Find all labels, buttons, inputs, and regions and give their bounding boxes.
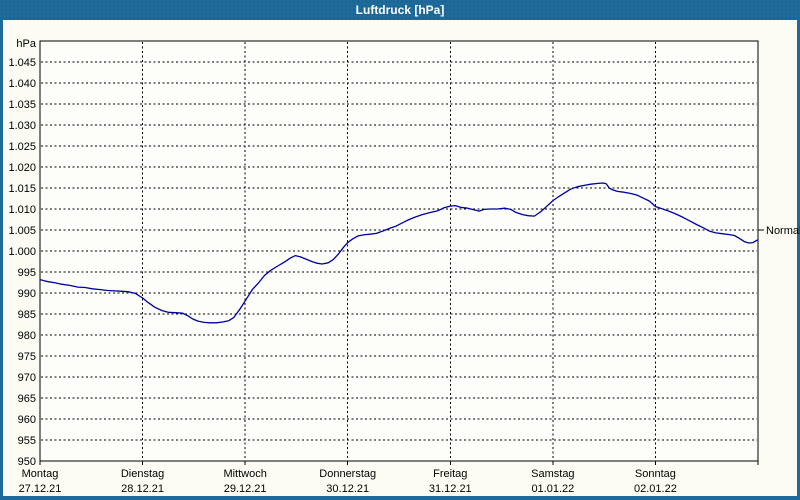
window-title: Luftdruck [hPa] (355, 3, 445, 17)
y-tick-label-1025: 1.025 (8, 141, 36, 153)
x-day-label-2: Dienstag (121, 468, 164, 480)
y-tick-label-975: 975 (18, 351, 36, 363)
x-day-label-7: Sonntag (635, 468, 676, 480)
window-titlebar[interactable]: Luftdruck [hPa] (0, 0, 800, 20)
y-tick-label-985: 985 (18, 309, 36, 321)
y-tick-label-970: 970 (18, 372, 36, 384)
x-date-label-7: 02.01.22 (634, 483, 677, 495)
y-tick-label-1040: 1.040 (8, 78, 36, 90)
y-tick-label-950: 950 (18, 456, 36, 468)
y-tick-label-990: 990 (18, 288, 36, 300)
x-day-label-1: Montag (22, 468, 59, 480)
y-tick-label-1010: 1.010 (8, 204, 36, 216)
y-tick-label-960: 960 (18, 414, 36, 426)
x-date-label-4: 30.12.21 (326, 483, 369, 495)
x-date-label-1: 27.12.21 (19, 483, 62, 495)
y-axis-unit-label: hPa (16, 38, 36, 50)
x-date-label-5: 31.12.21 (429, 483, 472, 495)
x-day-label-4: Donnerstag (319, 468, 376, 480)
y-tick-label-1005: 1.005 (8, 225, 36, 237)
x-day-label-6: Samstag (531, 468, 574, 480)
y-tick-label-1035: 1.035 (8, 99, 36, 111)
y-tick-label-955: 955 (18, 435, 36, 447)
y-tick-label-1045: 1.045 (8, 57, 36, 69)
x-date-label-6: 01.01.22 (531, 483, 574, 495)
y-tick-label-1015: 1.015 (8, 183, 36, 195)
x-date-label-2: 28.12.21 (121, 483, 164, 495)
y-tick-label-1030: 1.030 (8, 120, 36, 132)
y-tick-label-1000: 1.000 (8, 246, 36, 258)
x-day-label-3: Mittwoch (223, 468, 266, 480)
normal-pressure-label: Normal (766, 225, 800, 237)
y-tick-label-980: 980 (18, 330, 36, 342)
chart-content-area: hPa 1.045 1.040 1.035 1.030 1.025 1.020 1.015 1.… (3, 20, 800, 496)
plot-border (39, 40, 759, 462)
y-tick-label-1020: 1.020 (8, 162, 36, 174)
x-day-label-5: Freitag (433, 468, 467, 480)
x-date-label-3: 29.12.21 (224, 483, 267, 495)
pressure-line (39, 182, 759, 324)
y-tick-label-995: 995 (18, 267, 36, 279)
y-tick-label-965: 965 (18, 393, 36, 405)
